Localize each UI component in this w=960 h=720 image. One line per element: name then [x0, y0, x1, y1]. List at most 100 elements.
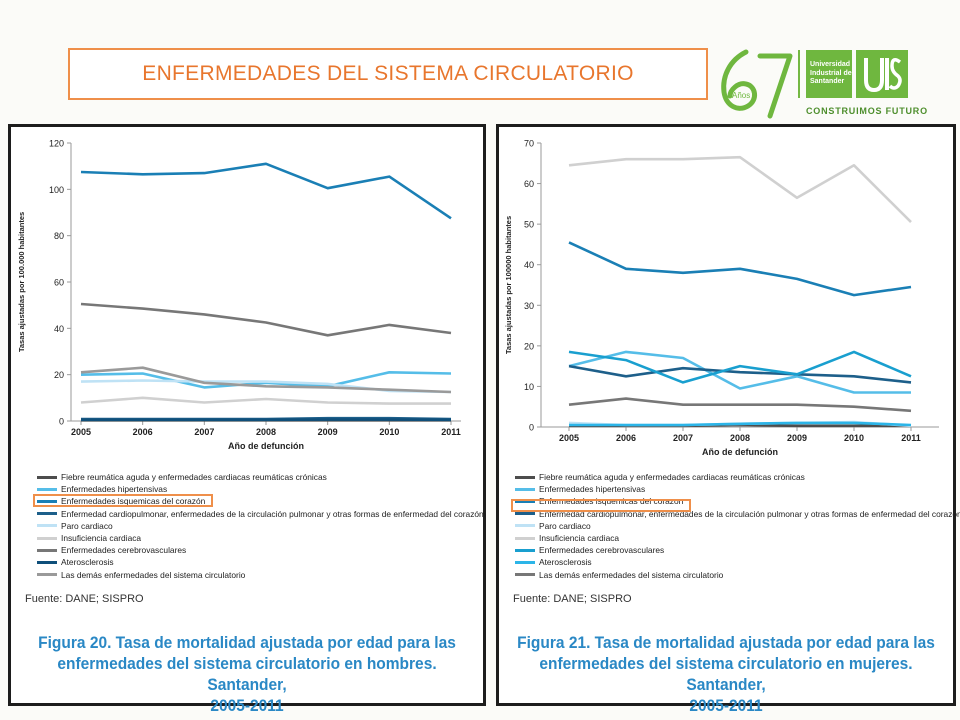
legend-item: Paro cardiaco: [37, 520, 484, 532]
figure-caption: Figura 21. Tasa de mortalidad ajustada p…: [513, 633, 940, 717]
legend-swatch: [37, 536, 57, 540]
series-line-9: [568, 397, 912, 413]
legend-item: Paro cardiaco: [515, 520, 960, 532]
legend-swatch: [515, 499, 535, 503]
x-tick-label: 2011: [441, 427, 461, 437]
legend-label: Enfermedades cerebrovasculares: [539, 545, 665, 556]
series-line-2: [568, 350, 911, 394]
x-axis-title: Año de defunción: [702, 447, 778, 457]
legend-swatch: [37, 487, 57, 491]
legend-item: Aterosclerosis: [515, 556, 960, 568]
y-axis-title: Tasas ajustadas por 100.000 habitantes: [17, 212, 26, 352]
university-line-1: Universidad: [810, 61, 851, 69]
x-tick-label: 2010: [844, 433, 864, 443]
legend-swatch: [515, 524, 535, 528]
legend-item: Aterosclerosis: [37, 556, 484, 568]
y-tick-label: 20: [54, 370, 64, 380]
legend-item: Enfermedades isquemicas del corazon: [515, 495, 960, 507]
x-tick-label: 2011: [901, 433, 921, 443]
line-chart-women: 0 10 20 30 40 50 60 70 2005 2006 2007 2008 2009 2010 2…: [504, 139, 939, 457]
y-tick-label: 60: [54, 278, 64, 288]
series-line-3: [80, 162, 452, 220]
x-tick-label: 2005: [559, 433, 579, 443]
x-tick-label: 2007: [673, 433, 693, 443]
legend-swatch: [37, 524, 57, 528]
legend-item: Insuficiencia cardiaca: [515, 532, 960, 544]
legend-label: Enfermedades hipertensivas: [539, 484, 646, 495]
y-axis-title: Tasas ajustadas por 100000 habitantes: [504, 216, 513, 354]
series-line-7: [80, 302, 452, 337]
caption-line-2: enfermedades del sistema circulatorio en…: [57, 655, 437, 694]
legend-swatch: [515, 560, 535, 564]
series-line-9: [80, 366, 452, 394]
legend-item: Insuficiencia cardiaca: [37, 532, 484, 544]
caption-line-2: enfermedades del sistema circulatorio en…: [539, 655, 913, 694]
legend-item: Enfermedad cardiopulmonar, enfermedades …: [37, 508, 484, 520]
caption-line-1: Figura 21. Tasa de mortalidad ajustada p…: [517, 634, 935, 652]
uis-emblem: [856, 50, 908, 98]
legend-item: Enfermedades hipertensivas: [515, 483, 960, 495]
x-tick-label: 2006: [133, 427, 153, 437]
slide-title: ENFERMEDADES DEL SISTEMA CIRCULATORIO: [142, 62, 634, 85]
legend-label: Enfermedades cerebrovasculares: [61, 545, 187, 556]
anniversary-years-text: Años: [732, 91, 750, 100]
legend-item: Fiebre reumática aguda y enfermedades ca…: [515, 471, 960, 483]
legend-swatch: [37, 475, 57, 479]
legend-men: Fiebre reumática aguda y enfermedades ca…: [37, 471, 484, 581]
legend-label: Insuficiencia cardiaca: [61, 533, 142, 544]
x-tick-label: 2009: [318, 427, 338, 437]
y-tick-label: 10: [524, 382, 534, 392]
x-tick-label: 2005: [71, 427, 91, 437]
series-line-7: [568, 350, 912, 384]
legend-swatch: [515, 512, 535, 516]
legend-swatch: [37, 499, 57, 503]
legend-item: Enfermedades cerebrovasculares: [515, 544, 960, 556]
y-tick-label: 120: [49, 139, 64, 149]
legend-item: Las demás enfermedades del sistema circu…: [37, 569, 484, 581]
legend-swatch: [515, 548, 535, 552]
y-tick-label: 70: [524, 139, 534, 149]
legend-swatch: [515, 536, 535, 540]
legend-swatch: [37, 573, 57, 577]
x-axis-title: Año de defunción: [228, 441, 304, 451]
y-tick-label: 40: [524, 260, 534, 270]
x-tick-label: 2009: [787, 433, 807, 443]
university-line-2: Industrial de: [810, 69, 852, 77]
caption-line-1: Figura 20. Tasa de mortalidad ajustada p…: [38, 634, 456, 652]
legend-label: Insuficiencia cardiaca: [539, 533, 620, 544]
caption-line-3: 2005-2011: [210, 697, 284, 715]
legend-label: Enfermedades isquemicas del corazon: [539, 496, 684, 507]
legend-item: Las demás enfermedades del sistema circu…: [515, 569, 960, 581]
legend-label: Paro cardiaco: [61, 520, 113, 531]
legend-highlight-box: [33, 494, 213, 507]
legend-item: Fiebre reumática aguda y enfermedades ca…: [37, 471, 484, 483]
logo-divider: [798, 50, 800, 98]
legend-swatch: [37, 560, 57, 564]
series-line-4: [568, 364, 912, 384]
y-tick-label: 80: [54, 231, 64, 241]
legend-label: Las demás enfermedades del sistema circu…: [539, 569, 724, 580]
legend-label: Enfermedades isquemicas del corazón: [61, 496, 206, 507]
legend-swatch: [37, 512, 57, 516]
university-line-3: Santander: [810, 78, 845, 86]
y-tick-label: 40: [54, 324, 64, 334]
legend-label: Fiebre reumática aguda y enfermedades ca…: [539, 472, 805, 483]
uis-emblem-icon: [864, 58, 902, 93]
legend-swatch: [515, 573, 535, 577]
caption-line-3: 2005-2011: [689, 697, 763, 715]
figure-panel-women: 0 10 20 30 40 50 60 70 2005 2006 2007 2008 2009 2010 2…: [496, 124, 960, 715]
anniversary-67-logo: Años: [721, 49, 793, 119]
figure-panel-men: 0 20 40 60 80 100 120 2005 2006 2007 2008 2009 2010 2…: [8, 124, 486, 715]
series-line-3: [568, 241, 912, 297]
legend-swatch: [515, 475, 535, 479]
legend-swatch: [37, 548, 57, 552]
source-note: Fuente: DANE; SISPRO: [513, 593, 632, 605]
legend-item: Enfermedades hipertensivas: [37, 483, 484, 495]
legend-item: Enfermedades isquemicas del corazón: [37, 495, 484, 507]
x-tick-label: 2007: [194, 427, 214, 437]
legend-label: Aterosclerosis: [539, 557, 592, 568]
x-tick-label: 2008: [730, 433, 750, 443]
university-motto: CONSTRUIMOS FUTURO: [806, 106, 928, 116]
line-chart-men: 0 20 40 60 80 100 120 2005 2006 2007 2008 2009 2010 2…: [17, 139, 461, 451]
x-tick-label: 2006: [616, 433, 636, 443]
